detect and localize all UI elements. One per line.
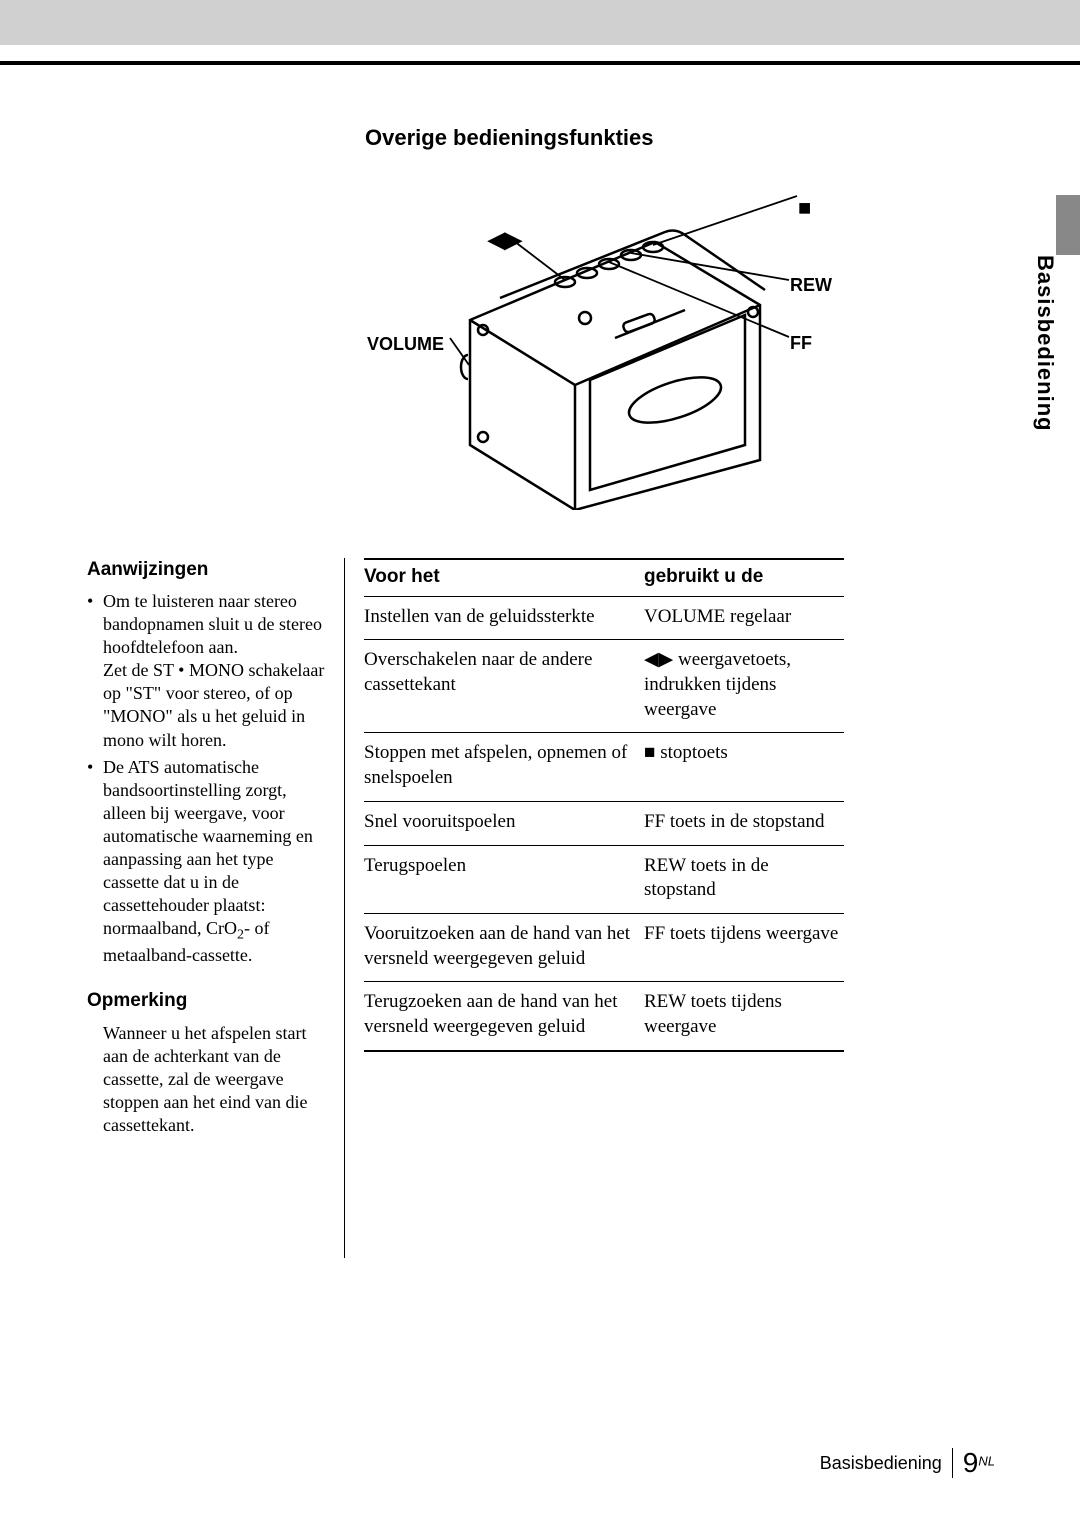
table-cell: REW toets tijdens weergave — [644, 990, 844, 1039]
sidebar-bullet-2-pre: De ATS automatische bandsoortinstelling … — [103, 757, 313, 938]
stop-icon: ■ — [644, 742, 655, 763]
footer-page-number: 9 — [963, 1447, 979, 1478]
table-row: Vooruitzoeken aan de hand van het versne… — [364, 913, 844, 981]
header-rule — [0, 61, 1080, 65]
callout-volume: VOLUME — [367, 334, 444, 355]
table-cell: ◀▶ weergavetoets, indrukken tijdens weer… — [644, 648, 844, 722]
sidebar-bullet-1a: Om te luisteren naar stereo bandopnamen … — [103, 591, 322, 657]
table-cell: Vooruitzoeken aan de hand van het versne… — [364, 922, 644, 971]
table-cell: ■ stoptoets — [644, 741, 844, 790]
table-header: Voor het gebruikt u de — [364, 558, 844, 596]
table-row: Terugspoelen REW toets in de stopstand — [364, 845, 844, 913]
table-row: Instellen van de geluidssterkte VOLUME r… — [364, 596, 844, 640]
table-row: Snel vooruitspoelen FF toets in de stops… — [364, 801, 844, 845]
callout-stop-icon: ■ — [798, 195, 811, 221]
table-row: Stoppen met afspelen, opnemen of snelspo… — [364, 732, 844, 800]
table-cell: FF toets in de stopstand — [644, 810, 844, 835]
sidebar-bullet-1: Om te luisteren naar stereo bandopnamen … — [87, 590, 327, 751]
footer-section: Basisbediening — [820, 1453, 942, 1474]
footer-page-wrap: 9NL — [963, 1447, 995, 1479]
table-cell: Stoppen met afspelen, opnemen of snelspo… — [364, 741, 644, 790]
section-tab-marker — [1056, 195, 1080, 255]
page-footer: Basisbediening 9NL — [820, 1447, 995, 1479]
table-cell: VOLUME regelaar — [644, 605, 844, 630]
table-cell: Snel vooruitspoelen — [364, 810, 644, 835]
table-header-col1: Voor het — [364, 565, 644, 590]
sidebar-note-body: Wanneer u het afspelen start aan de acht… — [87, 1022, 327, 1137]
sidebar-bullet-2: De ATS automatische bandsoortinstelling … — [87, 756, 327, 968]
header-gray-bar — [0, 0, 1080, 45]
play-icon: ◀▶ — [644, 649, 673, 670]
function-table: Voor het gebruikt u de Instellen van de … — [364, 558, 844, 1052]
table-cell: Instellen van de geluidssterkte — [364, 605, 644, 630]
section-tab-label: Basisbediening — [1032, 255, 1058, 432]
table-header-col2: gebruikt u de — [644, 565, 844, 590]
sidebar-heading-opmerking: Opmerking — [87, 989, 327, 1013]
sidebar-bullet-2-sub: 2 — [237, 927, 244, 942]
callout-rew: REW — [790, 275, 832, 296]
table-cell: Terugzoeken aan de hand van het versneld… — [364, 990, 644, 1039]
page-title: Overige bedieningsfunkties — [365, 125, 654, 151]
callout-ff: FF — [790, 333, 812, 354]
table-row: Overschakelen naar de andere cassettekan… — [364, 639, 844, 732]
table-cell-text: stoptoets — [655, 742, 727, 763]
footer-lang: NL — [978, 1454, 995, 1469]
table-cell: REW toets in de stopstand — [644, 854, 844, 903]
sidebar-bullet-1b: Zet de ST • MONO schakelaar op "ST" voor… — [103, 660, 324, 749]
vertical-divider — [344, 558, 345, 1258]
sidebar-heading-aanwijzingen: Aanwijzingen — [87, 558, 327, 582]
table-cell: FF toets tijdens weergave — [644, 922, 844, 971]
table-row: Terugzoeken aan de hand van het versneld… — [364, 981, 844, 1051]
sidebar-notes: Aanwijzingen Om te luisteren naar stereo… — [87, 558, 327, 1137]
footer-divider — [952, 1448, 953, 1478]
table-cell: Overschakelen naar de andere cassettekan… — [364, 648, 644, 722]
table-cell: Terugspoelen — [364, 854, 644, 903]
callout-play-icon: ◀▶ — [488, 227, 522, 253]
